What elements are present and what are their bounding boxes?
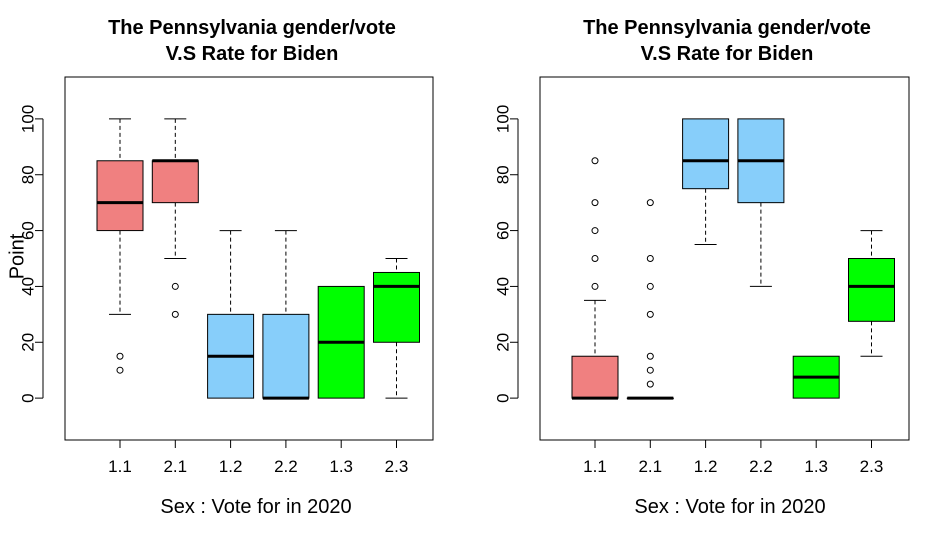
box-2.1 xyxy=(626,199,674,400)
y-tick-label: 60 xyxy=(18,221,37,240)
box-1.3 xyxy=(317,285,365,399)
x-axis: 1.1 2.1 1.2 2.2 1.3 2.3 xyxy=(583,439,884,476)
box-1.2 xyxy=(682,118,730,246)
x-tick-label: 1.2 xyxy=(219,457,243,476)
chart-panel-2: The Pennsylvania gender/vote V.S Rate for… xyxy=(493,17,910,518)
y-tick-label: 60 xyxy=(493,221,512,240)
outlier-point xyxy=(591,157,599,165)
box-2.3 xyxy=(848,230,895,357)
outlier-point xyxy=(646,282,654,290)
x-tick-label: 1.3 xyxy=(329,457,353,476)
outlier-point xyxy=(116,366,124,374)
box-body xyxy=(571,355,619,399)
outlier-point xyxy=(591,199,599,207)
y-tick-label: 0 xyxy=(493,393,512,402)
x-tick-label: 2.3 xyxy=(385,457,409,476)
outlier-point xyxy=(591,227,599,235)
chart-title-line-2: V.S Rate for Biden xyxy=(166,43,339,65)
x-tick-label: 2.2 xyxy=(274,457,298,476)
y-tick-label: 100 xyxy=(493,105,512,133)
box-1.1 xyxy=(96,118,144,374)
box-1.1 xyxy=(571,157,619,400)
outlier-point xyxy=(646,380,654,388)
box-body xyxy=(96,160,144,232)
outlier-point xyxy=(116,352,124,360)
outlier-point xyxy=(646,255,654,262)
x-tick-label: 2.1 xyxy=(638,457,662,476)
outlier-point xyxy=(171,282,179,290)
box-body xyxy=(848,258,895,322)
y-axis: 0 20 40 60 80 100 xyxy=(18,105,44,403)
box-body xyxy=(262,313,310,399)
box-2.3 xyxy=(373,258,420,399)
y-tick-label: 40 xyxy=(18,277,37,296)
box-2.2 xyxy=(262,230,310,400)
box-body xyxy=(373,271,420,343)
box-2.2 xyxy=(737,118,785,287)
x-tick-label: 1.1 xyxy=(583,457,607,476)
chart-title-line-2: V.S Rate for Biden xyxy=(641,43,814,65)
y-tick-label: 80 xyxy=(18,165,37,184)
chart-title-line-1: The Pennsylvania gender/vote xyxy=(583,17,871,39)
outlier-point xyxy=(591,282,599,290)
y-tick-label: 20 xyxy=(493,333,512,352)
outlier-point xyxy=(171,310,179,318)
x-tick-label: 2.2 xyxy=(749,457,773,476)
x-axis: 1.1 2.1 1.2 2.2 1.3 2.3 xyxy=(108,439,409,476)
x-axis-label: Sex : Vote for in 2020 xyxy=(634,496,825,518)
x-axis-label: Sex : Vote for in 2020 xyxy=(160,496,351,518)
x-tick-label: 1.1 xyxy=(108,457,132,476)
y-axis-label: Point xyxy=(6,233,28,279)
x-tick-label: 2.1 xyxy=(163,457,187,476)
box-body xyxy=(151,160,199,204)
outlier-point xyxy=(646,310,654,318)
x-tick-label: 2.3 xyxy=(860,457,884,476)
box-2.1 xyxy=(151,118,199,318)
chart-panel-1: The Pennsylvania gender/vote V.S Rate for… xyxy=(6,17,434,518)
x-tick-label: 1.3 xyxy=(804,457,828,476)
y-tick-label: 20 xyxy=(18,333,37,352)
y-tick-label: 40 xyxy=(493,277,512,296)
y-axis: 0 20 40 60 80 100 xyxy=(493,105,519,403)
box-1.3 xyxy=(792,355,840,399)
outlier-point xyxy=(646,352,654,360)
outlier-point xyxy=(646,199,654,207)
outlier-point xyxy=(591,255,599,262)
y-tick-label: 0 xyxy=(18,393,37,402)
chart-title-line-1: The Pennsylvania gender/vote xyxy=(108,17,396,39)
y-tick-label: 80 xyxy=(493,165,512,184)
y-tick-label: 100 xyxy=(18,105,37,133)
box-body xyxy=(682,118,730,190)
box-1.2 xyxy=(207,230,255,399)
outlier-point xyxy=(646,366,654,374)
x-tick-label: 1.2 xyxy=(694,457,718,476)
